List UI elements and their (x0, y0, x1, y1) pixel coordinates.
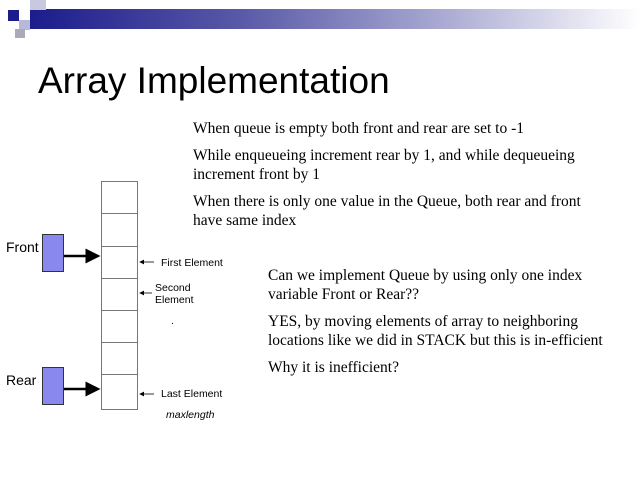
rear-label: Rear (6, 372, 37, 388)
bullet-text: YES, by moving elements of array to neig… (268, 313, 603, 349)
bottom-text-block: Can we implement Queue by using only one… (268, 266, 608, 385)
top-text-block: When queue is empty both front and rear … (193, 119, 613, 238)
front-label: Front (6, 239, 39, 255)
bullet-text: Can we implement Queue by using only one… (268, 267, 583, 303)
maxlength-label: maxlength (166, 409, 215, 421)
bullet-text: Why it is inefficient? (268, 359, 399, 376)
header-gradient-bar (30, 9, 640, 29)
decor-square (8, 10, 19, 21)
front-pointer-box (42, 234, 64, 272)
slide-title: Array Implementation (38, 60, 390, 101)
decor-square (15, 29, 25, 38)
last-element-label: Last Element (161, 388, 223, 400)
rear-pointer-box (42, 367, 64, 405)
decor-square (19, 20, 30, 30)
array-cell (101, 374, 138, 410)
second-element-label: Second Element (155, 282, 194, 306)
decor-square (30, 0, 46, 10)
bullet-text: When there is only one value in the Queu… (193, 193, 581, 229)
bullet-text: When queue is empty both front and rear … (193, 120, 524, 137)
first-element-label: First Element (161, 257, 223, 269)
bullet-text: While enqueueing increment rear by 1, an… (193, 147, 575, 183)
ellipsis-dot: . (171, 315, 174, 327)
